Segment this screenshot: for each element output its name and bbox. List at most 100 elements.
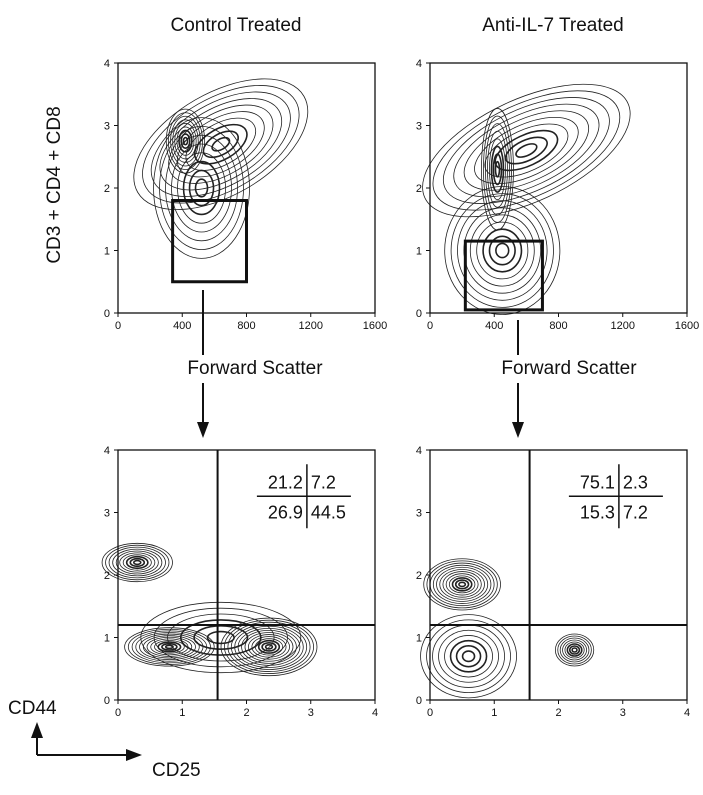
- contour-line: [264, 643, 274, 650]
- contour-line: [125, 555, 149, 570]
- y-tick-label: 0: [104, 695, 110, 707]
- contour-line: [426, 560, 498, 609]
- contour-line: [504, 136, 548, 165]
- cd25-arrowhead-icon: [126, 749, 142, 761]
- quadrant-upper-left-value: 75.1: [580, 472, 615, 492]
- contour-line: [445, 573, 479, 596]
- contour-line: [133, 78, 309, 210]
- x-tick-label: 800: [237, 320, 255, 332]
- y-tick-label: 2: [104, 183, 110, 195]
- y-tick-label: 4: [416, 445, 422, 457]
- x-tick-label: 0: [115, 320, 121, 332]
- contour-line: [451, 577, 473, 592]
- quadrant-lower-right-value: 7.2: [623, 502, 648, 522]
- y-tick-label: 1: [416, 246, 422, 258]
- panel-title-control: Control Treated: [171, 15, 302, 36]
- plot-panel-4: 0 1 2 3 4 0 1 2 3 4 75.1 2.3 15.3 7.2: [416, 445, 690, 719]
- gate-rectangle: [463, 239, 544, 312]
- plot-panel-2: 0 400 800 1200 1600 0 1 2 3 4: [416, 58, 699, 332]
- contour-line: [164, 644, 174, 650]
- contour-line: [453, 103, 600, 198]
- contour-line: [432, 564, 492, 604]
- x-tick-label: 1200: [299, 320, 323, 332]
- contour-line: [251, 636, 287, 658]
- contour-group: [422, 83, 631, 315]
- contour-line: [422, 83, 631, 218]
- y-tick-label: 3: [104, 508, 110, 520]
- contour-group: [133, 78, 309, 259]
- top-y-axis-label: CD3 + CD4 + CD8: [44, 106, 65, 263]
- contour-line: [139, 633, 200, 661]
- quadrant-upper-right-value: 7.2: [311, 472, 336, 492]
- contour-line: [482, 228, 523, 273]
- x-tick-label: 3: [620, 707, 626, 719]
- quadrant-lower-left-value: 15.3: [580, 502, 615, 522]
- y-tick-label: 3: [104, 121, 110, 133]
- y-tick-label: 4: [104, 58, 110, 70]
- contour-line: [448, 575, 476, 594]
- x-tick-label: 400: [173, 320, 191, 332]
- top-x-axis-label-left: Forward Scatter: [187, 358, 323, 379]
- contour-line: [180, 133, 191, 150]
- contour-line: [420, 614, 517, 699]
- contour-line: [449, 639, 488, 673]
- contour-line: [153, 607, 288, 668]
- contour-line: [227, 621, 311, 672]
- contour-line: [438, 629, 499, 683]
- contour-line: [444, 186, 561, 315]
- contour-line: [458, 581, 467, 588]
- contour-line: [154, 640, 185, 654]
- contour-line: [165, 134, 238, 242]
- contour-line: [474, 116, 579, 185]
- y-tick-label: 0: [416, 695, 422, 707]
- y-tick-label: 2: [416, 570, 422, 582]
- contour-line: [220, 617, 318, 677]
- contour-line: [488, 235, 516, 266]
- contour-line: [444, 635, 493, 678]
- y-tick-label: 4: [416, 58, 422, 70]
- contour-line: [436, 566, 489, 602]
- contour-line: [176, 111, 265, 178]
- x-tick-label: 0: [115, 707, 121, 719]
- contour-line: [489, 138, 506, 201]
- contour-line: [557, 635, 592, 665]
- contour-line: [432, 90, 621, 211]
- contour-line: [223, 619, 314, 674]
- contour-line: [241, 629, 297, 664]
- contour-line: [442, 97, 610, 204]
- contour-group: [420, 558, 595, 699]
- contour-line: [463, 207, 542, 294]
- y-tick-label: 3: [416, 121, 422, 133]
- contour-line: [432, 624, 505, 688]
- contour-line: [439, 569, 485, 600]
- x-tick-label: 2: [555, 707, 561, 719]
- contour-line: [568, 645, 581, 655]
- contour-line: [515, 143, 538, 158]
- contour-line: [494, 129, 559, 172]
- contour-line: [157, 641, 182, 653]
- bottom-y-axis-label: CD44: [8, 698, 57, 719]
- y-tick-label: 2: [416, 183, 422, 195]
- quadrant-lower-right-value: 44.5: [311, 502, 346, 522]
- quadrant-upper-right-value: 2.3: [623, 472, 648, 492]
- contour-line: [112, 548, 163, 577]
- contour-line: [247, 634, 290, 660]
- x-tick-label: 1: [179, 707, 185, 719]
- y-tick-label: 2: [104, 570, 110, 582]
- x-tick-label: 800: [549, 320, 567, 332]
- contour-line: [469, 214, 535, 287]
- x-tick-label: 4: [372, 707, 378, 719]
- gate-arrow-right: [512, 320, 524, 438]
- contour-line: [165, 108, 206, 174]
- contour-line: [159, 98, 283, 191]
- contour-line: [101, 542, 173, 583]
- bottom-x-axis-label: CD25: [152, 760, 201, 781]
- contour-line: [132, 559, 142, 566]
- contour-line: [180, 619, 262, 656]
- x-tick-label: 400: [485, 320, 503, 332]
- y-tick-label: 1: [104, 633, 110, 645]
- contour-line: [484, 123, 569, 178]
- contour-line: [457, 200, 548, 301]
- x-tick-label: 1200: [611, 320, 635, 332]
